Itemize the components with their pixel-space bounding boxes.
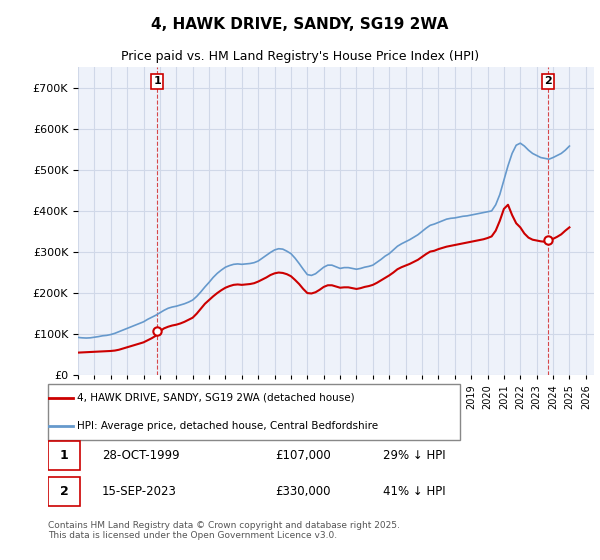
FancyBboxPatch shape [48, 384, 460, 440]
FancyBboxPatch shape [48, 477, 80, 506]
Text: 28-OCT-1999: 28-OCT-1999 [102, 449, 179, 462]
Text: 4, HAWK DRIVE, SANDY, SG19 2WA: 4, HAWK DRIVE, SANDY, SG19 2WA [151, 17, 449, 32]
Text: 2: 2 [60, 486, 68, 498]
Text: £107,000: £107,000 [275, 449, 331, 462]
Text: 1: 1 [60, 449, 68, 462]
FancyBboxPatch shape [48, 441, 80, 470]
Text: Contains HM Land Registry data © Crown copyright and database right 2025.
This d: Contains HM Land Registry data © Crown c… [48, 521, 400, 540]
Text: £330,000: £330,000 [275, 486, 330, 498]
Text: HPI: Average price, detached house, Central Bedfordshire: HPI: Average price, detached house, Cent… [77, 421, 379, 431]
Text: 2: 2 [544, 76, 552, 86]
Text: 1: 1 [153, 76, 161, 86]
Text: 29% ↓ HPI: 29% ↓ HPI [383, 449, 445, 462]
Text: 4, HAWK DRIVE, SANDY, SG19 2WA (detached house): 4, HAWK DRIVE, SANDY, SG19 2WA (detached… [77, 393, 355, 403]
Text: 15-SEP-2023: 15-SEP-2023 [102, 486, 177, 498]
Text: 41% ↓ HPI: 41% ↓ HPI [383, 486, 445, 498]
Text: Price paid vs. HM Land Registry's House Price Index (HPI): Price paid vs. HM Land Registry's House … [121, 50, 479, 63]
